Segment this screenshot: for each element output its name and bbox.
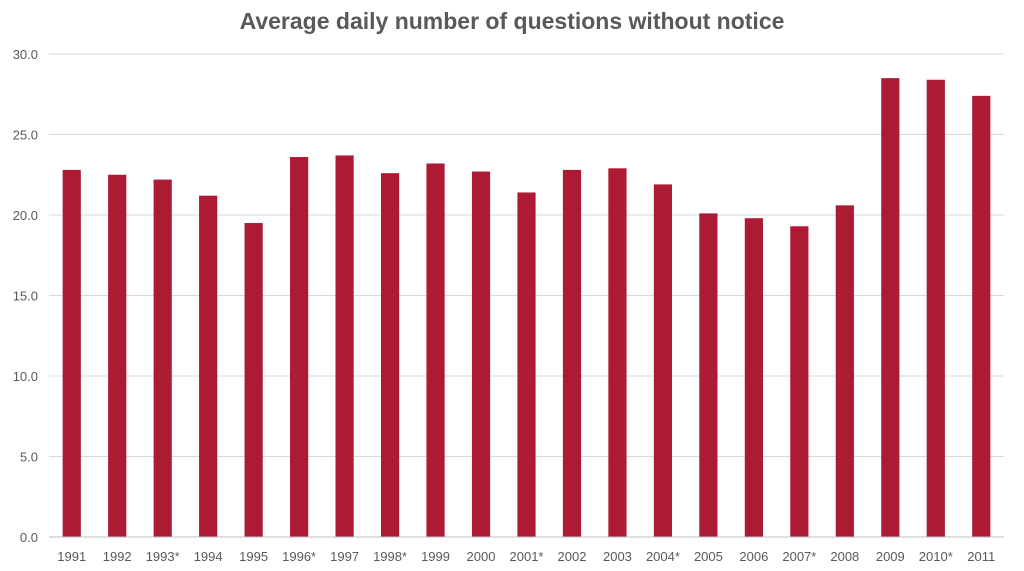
x-tick-label: 2005: [694, 549, 723, 564]
bar-1994: [199, 195, 218, 537]
x-tick-label: 2008: [830, 549, 859, 564]
bar-1999: [426, 163, 445, 538]
bar-2008: [835, 205, 854, 537]
x-tick-label: 2002: [558, 549, 587, 564]
bar-1992: [108, 174, 127, 537]
x-tick-label: 2001*: [510, 549, 544, 564]
y-tick-label: 10.0: [13, 369, 38, 384]
x-tick-label: 1995: [239, 549, 268, 564]
bar-2006: [744, 218, 763, 537]
y-tick-label: 25.0: [13, 128, 38, 143]
bar-1991: [62, 169, 81, 538]
bar-2002: [562, 169, 582, 538]
bar-2003: [608, 168, 627, 537]
bar-2004-asterisk: [653, 184, 673, 537]
bar-2005: [699, 213, 718, 537]
bar-1997: [335, 155, 354, 537]
bar-1995: [244, 223, 263, 538]
y-tick-label: 15.0: [13, 289, 38, 304]
x-tick-label: 2003: [603, 549, 632, 564]
x-tick-label: 2011: [967, 549, 995, 564]
bar-2011: [972, 95, 991, 538]
bar-1993-asterisk: [153, 179, 172, 537]
y-axis-tick-labels: 0.0 5.0 10.0 15.0 20.0 25.0 30.0: [13, 47, 38, 545]
x-axis-tick-labels: 1991 1992 1993* 1994 1995 1996* 1997 1998* 1999 2…: [57, 549, 995, 564]
x-tick-label: 1994: [194, 549, 223, 564]
x-tick-label: 1997: [330, 549, 359, 564]
bar-2007-asterisk: [790, 226, 809, 537]
x-tick-label: 1993*: [146, 549, 180, 564]
x-tick-label: 2009: [876, 549, 905, 564]
x-tick-label: 2006: [739, 549, 768, 564]
x-tick-label: 2000: [467, 549, 496, 564]
bar-2009: [881, 78, 900, 538]
y-tick-label: 30.0: [13, 47, 38, 62]
x-tick-label: 1991: [57, 549, 86, 564]
bar-2000: [471, 171, 491, 537]
y-tick-label: 5.0: [20, 450, 38, 465]
chart-title: Average daily number of questions withou…: [239, 8, 785, 34]
x-tick-label: 2004*: [646, 549, 680, 564]
x-tick-label: 2007*: [782, 549, 816, 564]
bar-1996-asterisk: [290, 157, 309, 538]
x-tick-label: 1998*: [373, 549, 407, 564]
bar-2001-asterisk: [517, 192, 536, 537]
bar-1998-asterisk: [380, 173, 400, 537]
x-tick-label: 1992: [103, 549, 132, 564]
bar-2010-asterisk: [926, 79, 945, 537]
x-tick-label: 1999: [421, 549, 450, 564]
bars: [62, 78, 991, 538]
y-tick-label: 0.0: [20, 530, 38, 545]
x-tick-label: 1996*: [282, 549, 316, 564]
y-tick-label: 20.0: [13, 208, 38, 223]
x-tick-label: 2010*: [919, 549, 953, 564]
